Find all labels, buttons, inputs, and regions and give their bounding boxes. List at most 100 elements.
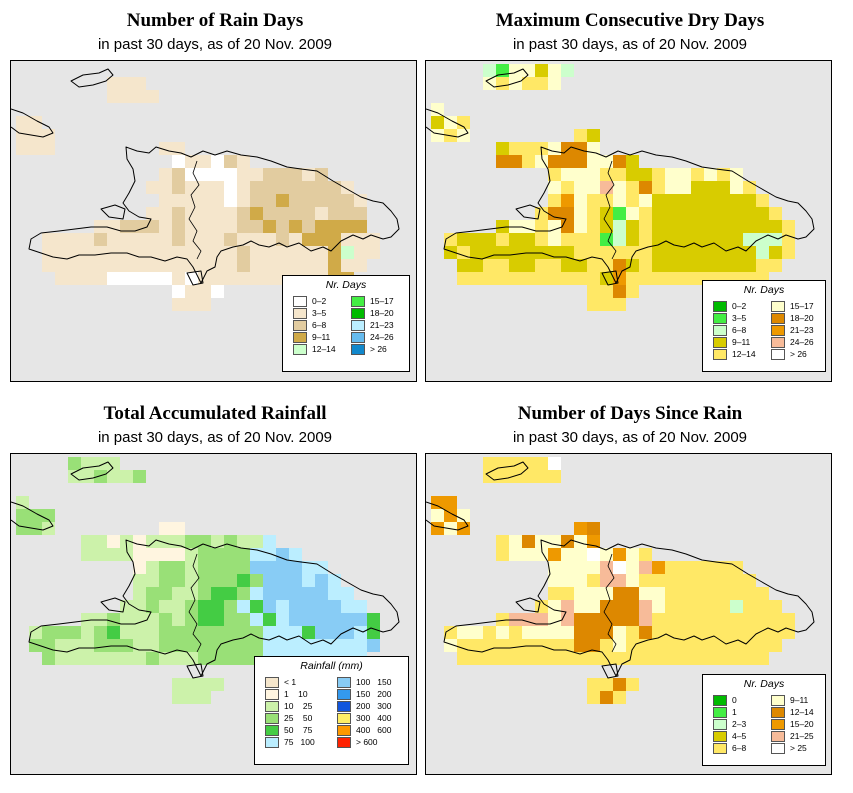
grid-cell bbox=[717, 207, 730, 220]
grid-cell bbox=[691, 561, 704, 574]
grid-cell bbox=[276, 600, 289, 613]
grid-cell bbox=[263, 259, 276, 272]
grid-cell bbox=[574, 561, 587, 574]
grid-cell bbox=[678, 600, 691, 613]
coastline bbox=[100, 597, 126, 613]
grid-cell bbox=[626, 181, 639, 194]
grid-cell bbox=[341, 600, 354, 613]
grid-cell bbox=[548, 600, 561, 613]
grid-cell bbox=[120, 626, 133, 639]
grid-cell bbox=[756, 194, 769, 207]
grid-cell bbox=[548, 233, 561, 246]
grid-cell bbox=[444, 246, 457, 259]
grid-cell bbox=[613, 155, 626, 168]
grid-cell bbox=[276, 574, 289, 587]
grid-cell bbox=[678, 639, 691, 652]
grid-cell bbox=[678, 561, 691, 574]
grid-cell bbox=[496, 535, 509, 548]
grid-cell bbox=[146, 639, 159, 652]
grid-cell bbox=[55, 626, 68, 639]
grid-cell bbox=[691, 626, 704, 639]
grid-cell bbox=[743, 246, 756, 259]
legend-swatch bbox=[351, 320, 365, 331]
grid-cell bbox=[496, 233, 509, 246]
grid-cell bbox=[756, 652, 769, 665]
grid-cell bbox=[561, 220, 574, 233]
grid-cell bbox=[691, 246, 704, 259]
grid-cell bbox=[548, 220, 561, 233]
grid-cell bbox=[263, 207, 276, 220]
legend-swatch bbox=[771, 313, 785, 324]
grid-cell bbox=[185, 181, 198, 194]
grid-cell bbox=[704, 600, 717, 613]
grid-cell bbox=[509, 64, 522, 77]
grid-cell bbox=[626, 600, 639, 613]
legend-label: 1 bbox=[732, 707, 737, 717]
grid-cell bbox=[691, 181, 704, 194]
grid-cell bbox=[652, 168, 665, 181]
grid-cell bbox=[250, 626, 263, 639]
grid-cell bbox=[652, 246, 665, 259]
grid-cell bbox=[652, 207, 665, 220]
grid-cell bbox=[367, 639, 380, 652]
grid-cell bbox=[328, 207, 341, 220]
grid-cell bbox=[328, 587, 341, 600]
grid-cell bbox=[678, 259, 691, 272]
grid-cell bbox=[263, 639, 276, 652]
grid-cell bbox=[730, 639, 743, 652]
grid-cell bbox=[600, 613, 613, 626]
grid-cell bbox=[250, 168, 263, 181]
grid-cell bbox=[237, 639, 250, 652]
grid-cell bbox=[120, 272, 133, 285]
legend-swatch bbox=[265, 701, 279, 712]
grid-cell bbox=[496, 246, 509, 259]
grid-cell bbox=[159, 522, 172, 535]
grid-cell bbox=[626, 155, 639, 168]
grid-cell bbox=[276, 233, 289, 246]
grid-cell bbox=[224, 168, 237, 181]
grid-cell bbox=[250, 561, 263, 574]
grid-cell bbox=[756, 259, 769, 272]
grid-cell bbox=[185, 639, 198, 652]
grid-cell bbox=[81, 259, 94, 272]
grid-cell bbox=[509, 272, 522, 285]
grid-cell bbox=[198, 678, 211, 691]
grid-cell bbox=[561, 600, 574, 613]
grid-cell bbox=[289, 207, 302, 220]
grid-cell bbox=[211, 652, 224, 665]
grid-cell bbox=[133, 561, 146, 574]
grid-cell bbox=[444, 496, 457, 509]
legend-swatch bbox=[337, 689, 351, 700]
grid-cell bbox=[133, 259, 146, 272]
grid-cell bbox=[665, 220, 678, 233]
legend-label: 6–8 bbox=[732, 743, 747, 753]
grid-cell bbox=[276, 613, 289, 626]
legend-label: 21–23 bbox=[790, 325, 814, 335]
grid-cell bbox=[639, 548, 652, 561]
grid-cell bbox=[367, 613, 380, 626]
grid-cell bbox=[600, 285, 613, 298]
grid-cell bbox=[263, 233, 276, 246]
map-area bbox=[10, 60, 417, 382]
grid-cell bbox=[133, 626, 146, 639]
grid-cell bbox=[756, 600, 769, 613]
grid-cell bbox=[120, 77, 133, 90]
grid-cell bbox=[224, 626, 237, 639]
grid-cell bbox=[691, 574, 704, 587]
grid-cell bbox=[574, 181, 587, 194]
grid-cell bbox=[509, 652, 522, 665]
grid-cell bbox=[470, 272, 483, 285]
grid-cell bbox=[496, 652, 509, 665]
grid-cell bbox=[730, 626, 743, 639]
grid-cell bbox=[107, 535, 120, 548]
grid-cell bbox=[548, 587, 561, 600]
grid-cell bbox=[172, 155, 185, 168]
grid-cell bbox=[613, 613, 626, 626]
grid-cell bbox=[315, 220, 328, 233]
grid-cell bbox=[94, 246, 107, 259]
grid-cell bbox=[782, 233, 795, 246]
legend-label: 10 25 bbox=[284, 701, 313, 711]
legend-label: > 26 bbox=[790, 349, 807, 359]
grid-cell bbox=[626, 168, 639, 181]
grid-cell bbox=[107, 77, 120, 90]
